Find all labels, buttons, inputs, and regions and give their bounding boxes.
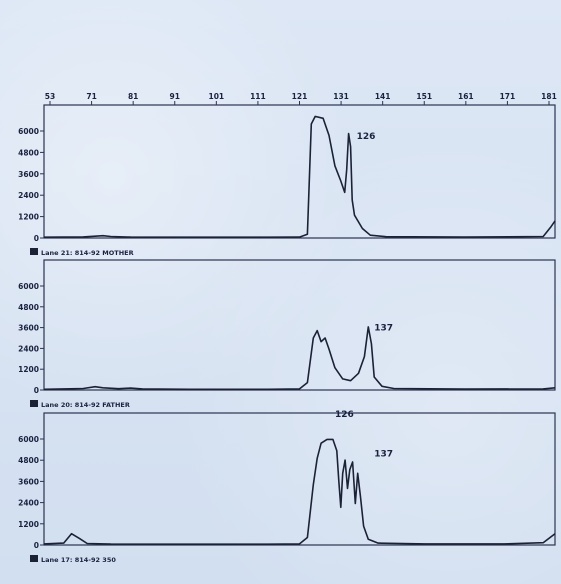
x-tick-label: 101 — [209, 92, 225, 101]
panel-3-trace — [43, 438, 556, 545]
y-tick-label: 6000 — [18, 127, 39, 136]
y-tick-label: 3600 — [18, 477, 39, 486]
peak-label: 137 — [374, 449, 393, 459]
x-tick-label: 131 — [333, 92, 349, 101]
y-tick-label: 2400 — [18, 344, 39, 353]
x-tick-label: 141 — [375, 92, 391, 101]
peak-label: 126 — [357, 132, 376, 142]
panel-1-trace — [43, 115, 556, 238]
y-tick-label: 1200 — [18, 520, 39, 529]
x-tick-label: 161 — [458, 92, 474, 101]
y-tick-label: 0 — [34, 234, 39, 243]
legend-swatch — [30, 248, 38, 255]
y-tick-label: 0 — [34, 386, 39, 395]
x-tick-label: 91 — [170, 92, 180, 101]
panel-2-caption: Lane 20: 814-92 FATHER — [41, 401, 130, 409]
y-tick-label: 1200 — [18, 365, 39, 374]
x-tick-label: 151 — [416, 92, 432, 101]
panel-3-caption: Lane 17: 814-92 350 — [41, 556, 116, 564]
panel-2-frame — [43, 259, 556, 391]
y-tick-label: 6000 — [18, 435, 39, 444]
x-tick-label: 53 — [45, 92, 55, 101]
y-tick-label: 4800 — [18, 303, 39, 312]
x-tick-label: 71 — [86, 92, 96, 101]
y-tick-label: 4800 — [18, 456, 39, 465]
y-tick-label: 6000 — [18, 282, 39, 291]
panel-3-frame — [43, 412, 556, 546]
panel-1-caption: Lane 21: 814-92 MOTHER — [41, 249, 134, 257]
x-tick-label: 171 — [500, 92, 516, 101]
x-tick-label: 81 — [128, 92, 138, 101]
y-tick-label: 4800 — [18, 148, 39, 157]
x-tick-label: 111 — [250, 92, 266, 101]
legend-swatch — [30, 400, 38, 407]
y-tick-label: 0 — [34, 541, 39, 550]
y-tick-label: 3600 — [18, 324, 39, 333]
y-tick-label: 3600 — [18, 170, 39, 179]
x-tick-label: 181 — [541, 92, 557, 101]
x-tick-label: 121 — [292, 92, 308, 101]
peak-label: 137 — [374, 324, 393, 334]
y-tick-label: 1200 — [18, 213, 39, 222]
panel-1-frame — [43, 104, 556, 239]
legend-swatch — [30, 555, 38, 562]
y-tick-label: 2400 — [18, 499, 39, 508]
y-tick-label: 2400 — [18, 191, 39, 200]
peak-label: 126 — [335, 410, 354, 420]
panel-2-trace — [43, 326, 556, 391]
